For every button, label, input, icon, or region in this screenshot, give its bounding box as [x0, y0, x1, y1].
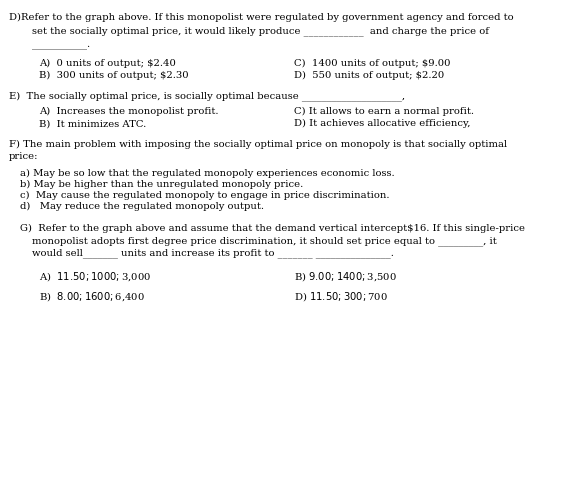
Text: B) $9.00; 1400; $3,500: B) $9.00; 1400; $3,500 — [294, 271, 396, 284]
Text: B)  300 units of output; $2.30: B) 300 units of output; $2.30 — [39, 71, 189, 80]
Text: B)  It minimizes ATC.: B) It minimizes ATC. — [39, 119, 146, 128]
Text: A)  0 units of output; $2.40: A) 0 units of output; $2.40 — [39, 59, 176, 68]
Text: ___________.: ___________. — [32, 40, 90, 49]
Text: B)  $8.00; 1600; $6,400: B) $8.00; 1600; $6,400 — [39, 290, 145, 303]
Text: F) The main problem with imposing the socially optimal price on monopoly is that: F) The main problem with imposing the so… — [9, 140, 507, 149]
Text: d)   May reduce the regulated monopoly output.: d) May reduce the regulated monopoly out… — [20, 202, 264, 211]
Text: D)Refer to the graph above. If this monopolist were regulated by government agen: D)Refer to the graph above. If this mono… — [9, 13, 513, 22]
Text: monopolist adopts first degree price discrimination, it should set price equal t: monopolist adopts first degree price dis… — [32, 236, 497, 245]
Text: A)  Increases the monopolist profit.: A) Increases the monopolist profit. — [39, 107, 219, 116]
Text: set the socially optimal price, it would likely produce ____________  and charge: set the socially optimal price, it would… — [32, 26, 488, 36]
Text: D) $11.50; 300; $700: D) $11.50; 300; $700 — [294, 290, 388, 303]
Text: D) It achieves allocative efficiency,: D) It achieves allocative efficiency, — [294, 119, 470, 128]
Text: E)  The socially optimal price, is socially optimal because ____________________: E) The socially optimal price, is social… — [9, 92, 405, 102]
Text: A)  $11.50; 1000; $3,000: A) $11.50; 1000; $3,000 — [39, 271, 151, 284]
Text: c)  May cause the regulated monopoly to engage in price discrimination.: c) May cause the regulated monopoly to e… — [20, 191, 389, 200]
Text: D)  550 units of output; $2.20: D) 550 units of output; $2.20 — [294, 71, 444, 80]
Text: C)  1400 units of output; $9.00: C) 1400 units of output; $9.00 — [294, 59, 450, 68]
Text: G)  Refer to the graph above and assume that the demand vertical intercept$16. I: G) Refer to the graph above and assume t… — [20, 224, 525, 233]
Text: C) It allows to earn a normal profit.: C) It allows to earn a normal profit. — [294, 107, 473, 116]
Text: a) May be so low that the regulated monopoly experiences economic loss.: a) May be so low that the regulated mono… — [20, 169, 395, 178]
Text: price:: price: — [9, 152, 38, 161]
Text: b) May be higher than the unregulated monopoly price.: b) May be higher than the unregulated mo… — [20, 180, 304, 189]
Text: would sell_______ units and increase its profit to _______ _______________.: would sell_______ units and increase its… — [32, 248, 393, 258]
